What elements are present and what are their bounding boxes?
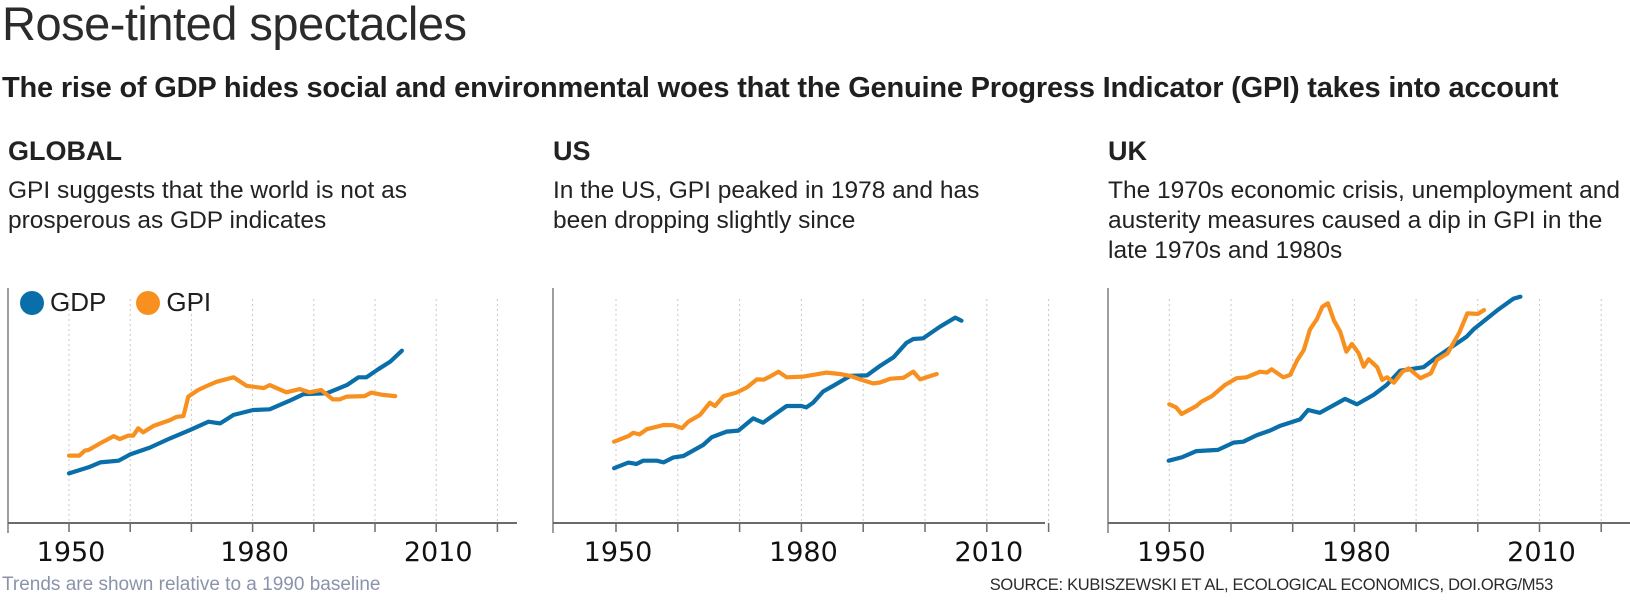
x-tick-label-uk-1980: 1980 bbox=[1322, 537, 1391, 568]
source-credit: SOURCE: KUBISZEWSKI ET AL, ECOLOGICAL EC… bbox=[989, 576, 1554, 594]
gpi-dot-icon bbox=[136, 290, 161, 315]
legend-label-gdp: GDP bbox=[50, 287, 107, 317]
x-tick-label-global-1980: 1980 bbox=[220, 537, 289, 568]
x-tick-label-us-1980: 1980 bbox=[769, 537, 838, 568]
series-line-us-gdp bbox=[611, 315, 964, 471]
x-tick-label-global-1950: 1950 bbox=[37, 537, 106, 568]
panel-description-global: GPI suggests that the world is not as pr… bbox=[8, 177, 408, 234]
legend-label-gpi: GPI bbox=[166, 287, 212, 317]
panel-description-us: In the US, GPI peaked in 1978 and has be… bbox=[553, 177, 980, 234]
baseline-footnote: Trends are shown relative to a 1990 base… bbox=[2, 574, 381, 595]
series-line-us-gpi bbox=[611, 369, 939, 444]
x-tick-label-us-2010: 2010 bbox=[954, 537, 1023, 568]
x-tick-label-global-2010: 2010 bbox=[404, 537, 473, 568]
page-title: Rose-tinted spectacles bbox=[2, 0, 467, 50]
series-line-uk-gdp bbox=[1166, 294, 1523, 463]
panel-description-uk: The 1970s economic crisis, unemployment … bbox=[1108, 177, 1621, 264]
series-line-global-gpi bbox=[66, 375, 398, 458]
panel-title-us: US bbox=[553, 136, 591, 166]
panel-title-global: GLOBAL bbox=[8, 136, 122, 166]
x-tick-label-us-1950: 1950 bbox=[584, 537, 653, 568]
series-line-global-gdp bbox=[66, 348, 404, 476]
gdp-dot-icon bbox=[20, 290, 44, 315]
x-tick-label-uk-2010: 2010 bbox=[1507, 537, 1576, 568]
panel-title-uk: UK bbox=[1108, 136, 1147, 166]
x-tick-label-uk-1950: 1950 bbox=[1137, 537, 1206, 568]
chart-legend: GDP GPI bbox=[20, 287, 241, 318]
legend-item-gpi: GPI bbox=[136, 287, 211, 318]
legend-item-gdp: GDP bbox=[20, 287, 106, 318]
page-subtitle: The rise of GDP hides social and environ… bbox=[2, 72, 1559, 104]
series-line-uk-gpi bbox=[1167, 301, 1487, 417]
